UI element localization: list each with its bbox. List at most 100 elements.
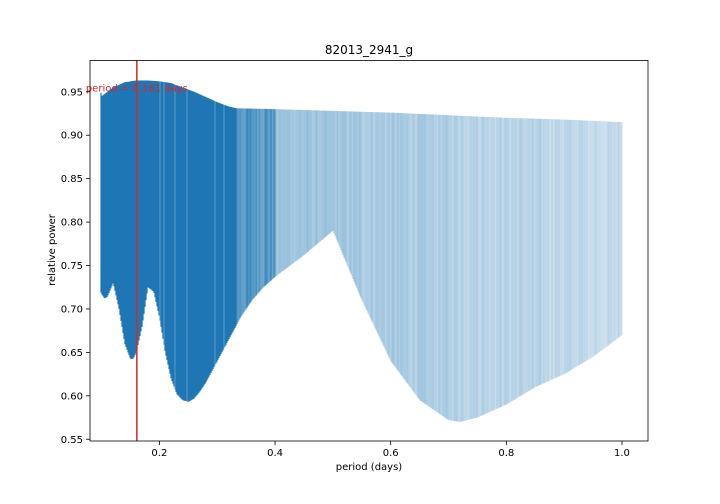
area-strip: [394, 112, 396, 367]
area-strip: [530, 118, 532, 390]
area-strip: [584, 120, 586, 362]
area-strip: [436, 114, 438, 413]
area-strip: [548, 119, 550, 381]
area-strip: [558, 119, 560, 377]
area-strip: [127, 81, 129, 353]
area-strip: [236, 108, 238, 325]
area-strip: [352, 111, 354, 279]
area-strip: [405, 113, 407, 382]
area-strip: [149, 80, 151, 289]
area-strip: [492, 117, 494, 411]
area-strip: [573, 120, 575, 369]
area-strip: [288, 109, 290, 267]
area-strip: [547, 119, 549, 382]
period-annotation-label: period = 0.161 days: [86, 83, 188, 94]
area-strip: [246, 108, 248, 308]
y-tick-label: 0.65: [61, 348, 83, 359]
area-strip: [600, 121, 602, 351]
area-strip: [242, 108, 244, 314]
area-strip: [377, 112, 379, 335]
area-strip: [210, 99, 212, 373]
area-strip: [581, 120, 583, 364]
area-strip: [511, 118, 513, 402]
area-strip: [109, 89, 111, 291]
x-tick-label: 0.6: [383, 448, 399, 459]
area-strip: [605, 121, 607, 348]
area-strip: [419, 113, 421, 401]
area-strip: [454, 115, 456, 422]
area-strip: [259, 108, 261, 292]
area-strip: [362, 111, 364, 303]
area-strip: [571, 119, 573, 370]
area-strip: [138, 80, 140, 341]
x-axis: 0.2 0.4 0.6 0.8 1.0: [151, 441, 630, 459]
area-strip: [611, 121, 613, 343]
area-strip: [519, 118, 521, 397]
area-strip: [249, 108, 251, 304]
area-strip: [115, 86, 117, 296]
area-strip: [429, 114, 431, 408]
area-strip: [179, 86, 181, 398]
area-strip: [344, 111, 346, 260]
area-strip: [176, 85, 178, 395]
area-strip: [370, 112, 372, 320]
area-strip: [575, 120, 577, 368]
area-strip: [592, 120, 594, 357]
area-strip: [471, 116, 473, 419]
area-strip: [350, 111, 352, 275]
area-strip: [397, 112, 399, 371]
chart-title: 82013_2941_g: [325, 43, 413, 57]
area-strip: [163, 82, 165, 345]
area-strip: [524, 118, 526, 394]
area-strip: [613, 121, 615, 342]
area-strip: [321, 110, 323, 240]
area-strip: [576, 120, 578, 367]
area-strip: [112, 87, 114, 284]
area-strip: [153, 80, 155, 293]
area-strip: [504, 117, 506, 406]
area-strip: [252, 108, 254, 300]
area-strip: [393, 112, 395, 366]
area-strip: [244, 108, 246, 311]
area-strip: [473, 116, 475, 419]
area-strip: [594, 120, 596, 356]
area-strip: [460, 115, 462, 422]
area-strip: [422, 114, 424, 403]
area-strip: [139, 80, 141, 336]
area-strip: [211, 99, 213, 372]
area-strip: [379, 112, 381, 339]
area-strip: [348, 111, 350, 270]
area-strip: [299, 109, 301, 259]
area-strip: [121, 83, 123, 327]
area-strip: [235, 108, 237, 326]
area-strip: [440, 114, 442, 415]
area-strip: [470, 116, 472, 420]
area-strip: [143, 80, 145, 314]
area-strip: [280, 109, 282, 273]
area-strip: [474, 116, 476, 419]
area-strip: [195, 92, 197, 397]
area-strip: [567, 119, 569, 372]
area-strip: [447, 115, 449, 420]
area-strip: [509, 117, 511, 403]
area-strip: [446, 115, 448, 420]
area-strip: [469, 116, 471, 420]
area-strip: [570, 119, 572, 371]
area-strip: [245, 108, 247, 310]
area-strip: [614, 121, 616, 341]
area-strip: [182, 87, 184, 401]
area-strip: [612, 121, 614, 342]
area-strip: [301, 109, 303, 257]
area-strip: [100, 92, 102, 293]
area-strip: [217, 102, 219, 360]
area-strip: [445, 115, 447, 419]
area-strip: [278, 109, 280, 274]
area-strip: [403, 113, 405, 379]
area-strip: [485, 116, 487, 414]
area-strip: [431, 114, 433, 409]
area-strip: [341, 111, 343, 253]
area-strip: [214, 101, 216, 366]
area-strip: [303, 110, 305, 256]
area-strip: [336, 111, 338, 241]
